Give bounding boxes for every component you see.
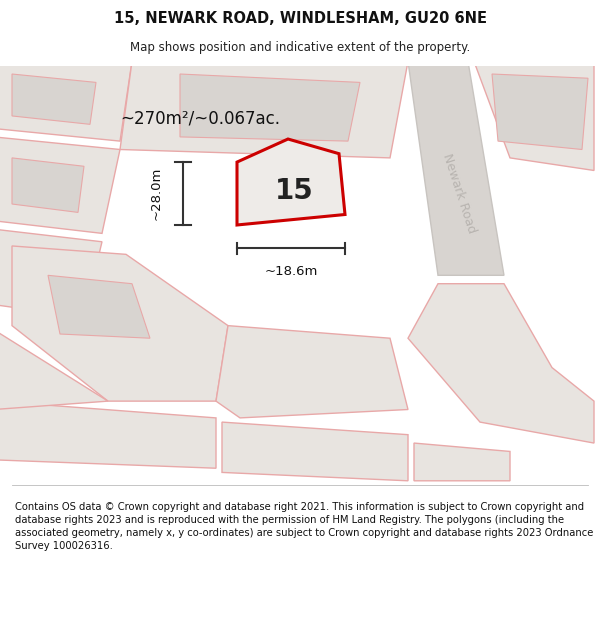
- Polygon shape: [492, 74, 588, 149]
- Text: ~270m²/~0.067ac.: ~270m²/~0.067ac.: [120, 109, 280, 127]
- Polygon shape: [180, 74, 360, 141]
- Polygon shape: [12, 158, 84, 212]
- Polygon shape: [237, 139, 345, 225]
- Polygon shape: [0, 330, 108, 409]
- Text: Newark Road: Newark Road: [440, 152, 478, 235]
- Text: 15: 15: [275, 177, 313, 206]
- Polygon shape: [216, 326, 408, 418]
- Text: Contains OS data © Crown copyright and database right 2021. This information is : Contains OS data © Crown copyright and d…: [15, 502, 593, 551]
- Polygon shape: [408, 61, 504, 275]
- Polygon shape: [0, 401, 216, 468]
- Polygon shape: [0, 61, 132, 141]
- Polygon shape: [0, 229, 102, 318]
- Text: ~18.6m: ~18.6m: [265, 264, 317, 278]
- Polygon shape: [12, 74, 96, 124]
- Polygon shape: [120, 61, 408, 158]
- Text: ~28.0m: ~28.0m: [149, 167, 163, 220]
- Polygon shape: [474, 61, 594, 171]
- Polygon shape: [222, 422, 408, 481]
- Polygon shape: [0, 137, 120, 233]
- Polygon shape: [12, 246, 228, 401]
- Polygon shape: [48, 275, 150, 338]
- Polygon shape: [408, 284, 594, 443]
- Text: 15, NEWARK ROAD, WINDLESHAM, GU20 6NE: 15, NEWARK ROAD, WINDLESHAM, GU20 6NE: [113, 11, 487, 26]
- Text: Map shows position and indicative extent of the property.: Map shows position and indicative extent…: [130, 41, 470, 54]
- Polygon shape: [414, 443, 510, 481]
